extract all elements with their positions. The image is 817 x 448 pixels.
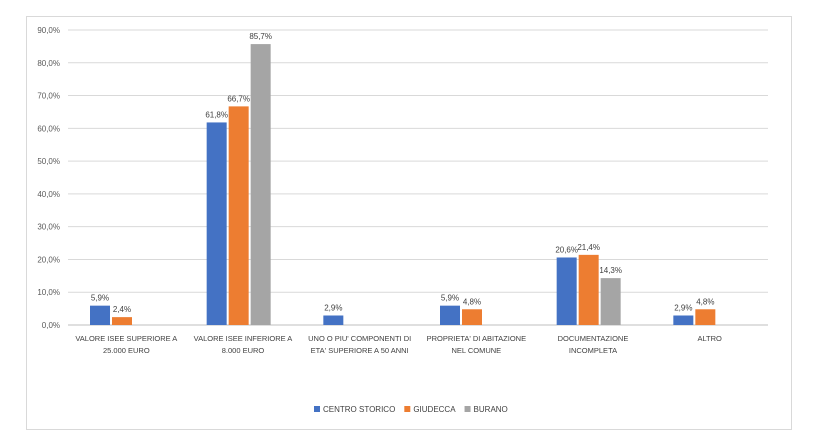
- category-label: PROPRIETA' DI ABITAZIONE: [427, 334, 527, 343]
- y-tick-label: 70,0%: [37, 92, 60, 101]
- category-label: NEL COMUNE: [451, 346, 501, 355]
- data-label: 5,9%: [91, 294, 109, 303]
- data-label: 66,7%: [227, 94, 250, 103]
- bars: [90, 44, 716, 325]
- y-tick-label: 20,0%: [37, 255, 60, 264]
- data-label: 2,9%: [674, 303, 692, 312]
- data-label: 20,6%: [555, 245, 578, 254]
- bar-giudecca: [462, 309, 482, 325]
- legend-label: GIUDECCA: [413, 405, 456, 414]
- legend: CENTRO STORICO GIUDECCA BURANO: [314, 405, 508, 414]
- data-label: 2,9%: [324, 303, 342, 312]
- legend-swatch: [464, 406, 471, 412]
- legend-label: BURANO: [474, 405, 508, 414]
- bar-giudecca: [695, 309, 716, 325]
- bar-centro-storico: [206, 122, 227, 325]
- data-label: 4,8%: [463, 297, 481, 306]
- category-label: 25.000 EURO: [103, 346, 150, 355]
- data-label: 21,4%: [577, 243, 600, 252]
- bar-centro-storico: [440, 305, 460, 325]
- category-label: ALTRO: [697, 334, 722, 343]
- y-tick-label: 80,0%: [37, 59, 60, 68]
- bar-centro-storico: [323, 315, 344, 325]
- y-tick-label: 90,0%: [37, 26, 60, 35]
- bar-burano: [250, 44, 271, 325]
- category-label: VALORE ISEE SUPERIORE A: [75, 334, 177, 343]
- category-label: ETA' SUPERIORE A 50 ANNI: [311, 346, 409, 355]
- category-label: DOCUMENTAZIONE: [558, 334, 629, 343]
- legend-label: CENTRO STORICO: [323, 405, 395, 414]
- data-label: 14,3%: [599, 266, 622, 275]
- legend-swatch: [404, 406, 411, 412]
- category-label: 8.000 EURO: [222, 346, 265, 355]
- data-label: 4,8%: [696, 297, 714, 306]
- data-label: 2,4%: [113, 305, 131, 314]
- data-label: 61,8%: [205, 110, 228, 119]
- bar-burano: [600, 278, 621, 325]
- category-label: INCOMPLETA: [569, 346, 617, 355]
- gridlines: [68, 29, 768, 326]
- bar-centro-storico: [673, 315, 694, 325]
- bar-giudecca: [112, 317, 132, 325]
- data-labels: 5,9% 2,4% 61,8% 66,7% 85,7% 2,9% 5,9% 4,8% 20,6%…: [91, 32, 715, 314]
- legend-swatch: [314, 406, 320, 412]
- bar-giudecca: [228, 106, 249, 325]
- y-tick-label: 40,0%: [37, 190, 60, 199]
- data-label: 85,7%: [249, 32, 272, 41]
- bar-centro-storico: [90, 305, 110, 325]
- category-label: UNO O PIU' COMPONENTI DI: [308, 334, 411, 343]
- x-axis-categories: VALORE ISEE SUPERIORE A 25.000 EURO VALORE…: [75, 334, 722, 355]
- category-label: VALORE ISEE INFERIORE A: [194, 334, 293, 343]
- y-tick-label: 60,0%: [37, 124, 60, 133]
- y-tick-label: 0,0%: [42, 321, 60, 330]
- y-tick-label: 50,0%: [37, 157, 60, 166]
- bar-giudecca: [578, 254, 599, 325]
- y-tick-label: 10,0%: [37, 288, 60, 297]
- bar-centro-storico: [556, 257, 577, 325]
- data-label: 5,9%: [441, 294, 459, 303]
- y-tick-label: 30,0%: [37, 223, 60, 232]
- y-axis-ticks: 0,0% 10,0% 20,0% 30,0% 40,0% 50,0% 60,0% 70,0% 8…: [37, 26, 60, 330]
- chart-frame: [26, 16, 792, 430]
